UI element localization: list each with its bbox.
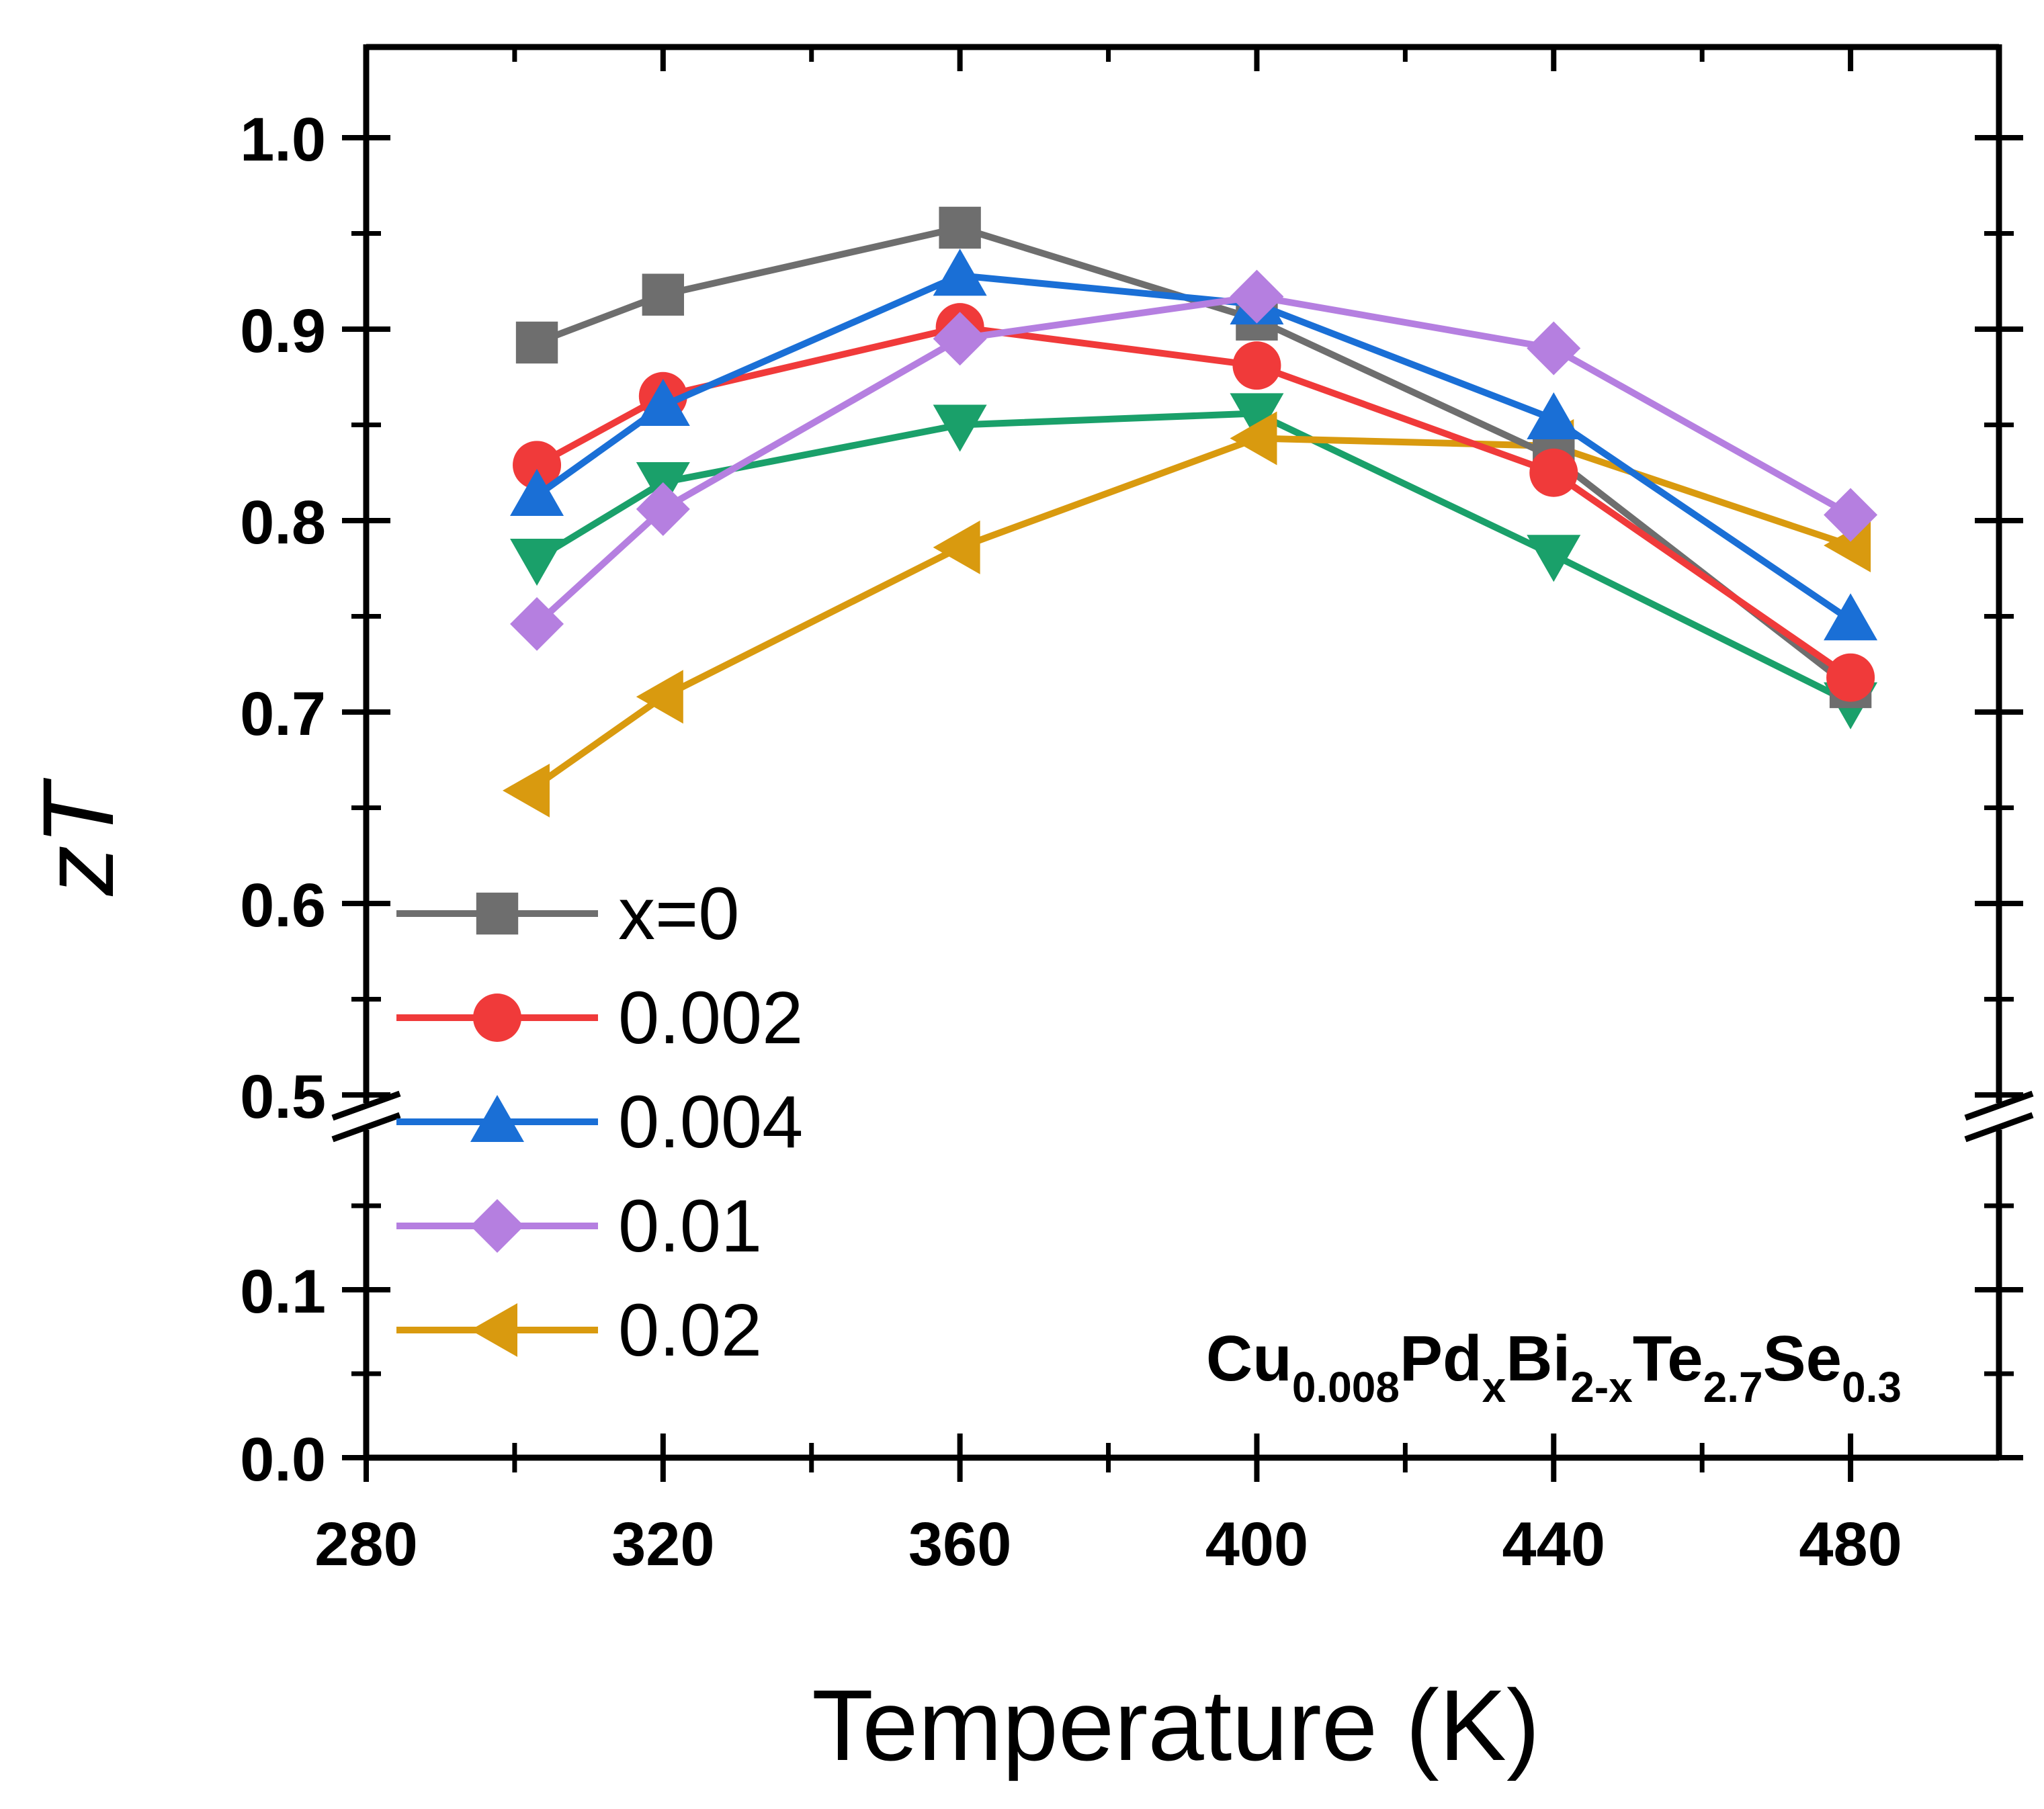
marker-diamond [470, 1199, 524, 1253]
formula-element: Cu [1206, 1323, 1292, 1395]
formula-subscript: 2-x [1570, 1363, 1633, 1411]
y-axis-title: zT [22, 777, 134, 896]
y-tick-label: 0.7 [240, 680, 326, 748]
series-line [535, 324, 1853, 680]
series-line [527, 435, 1852, 793]
marker-triangle-up [470, 1095, 524, 1142]
marker-triangle-down [510, 539, 564, 586]
marker-triangle-left [933, 520, 980, 574]
x-tick-label: 400 [1205, 1510, 1309, 1579]
x-tick-label: 360 [908, 1510, 1012, 1579]
marker-triangle-left [503, 763, 550, 818]
legend-label: 0.004 [618, 1081, 803, 1163]
series-line [535, 410, 1853, 706]
marker-diamond [1824, 488, 1878, 542]
y-tick-label: 0.5 [240, 1063, 326, 1131]
marker-triangle-up [636, 379, 690, 426]
marker-diamond [636, 482, 690, 536]
y-tick-label: 0.8 [240, 488, 326, 557]
marker-circle [1529, 448, 1578, 497]
marker-triangle-left [636, 670, 683, 724]
marker-triangle-up [1527, 392, 1581, 439]
formula-element: Bi [1506, 1323, 1570, 1395]
x-tick-label: 320 [611, 1510, 715, 1579]
y-tick-label: 0.9 [240, 297, 326, 365]
marker-diamond [1230, 269, 1284, 324]
marker-triangle-left [1230, 411, 1277, 466]
x-tick-label: 440 [1502, 1510, 1606, 1579]
formula-element: Se [1763, 1323, 1842, 1395]
legend-item: 0.02 [396, 1289, 762, 1372]
formula-element: Pd [1400, 1323, 1482, 1395]
marker-square [939, 206, 981, 249]
formula-element: Te [1633, 1323, 1703, 1395]
marker-triangle-down [1230, 393, 1284, 441]
series-0-002 [513, 303, 1875, 702]
formula-annotation: Cu0.008PdxBi2-xTe2.7Se0.3 [1206, 1323, 1902, 1411]
legend-item: x=0 [396, 873, 739, 955]
legend-item: 0.004 [396, 1081, 803, 1163]
marker-square [515, 321, 558, 364]
marker-triangle-up [1824, 593, 1878, 641]
formula-subscript: 0.008 [1292, 1363, 1400, 1411]
marker-square [476, 892, 519, 935]
plot-frame [331, 44, 2034, 1461]
marker-circle [1232, 341, 1281, 390]
axis-break-mark [331, 1112, 401, 1143]
x-axis-title: Temperature (K) [812, 1669, 1540, 1781]
series-line [536, 224, 1853, 690]
marker-diamond [1527, 321, 1581, 376]
legend-label: 0.01 [618, 1185, 762, 1268]
y-tick-label: 1.0 [240, 105, 326, 174]
series-0-01 [510, 269, 1878, 651]
marker-triangle-up [510, 468, 564, 516]
legend: x=0 0.002 0.004 0.01 0.02 [396, 873, 803, 1372]
marker-diamond [933, 312, 987, 366]
marker-triangle-up [933, 249, 987, 296]
marker-diamond [510, 597, 564, 651]
series-line [534, 293, 1853, 627]
series-unlabeled [510, 393, 1878, 730]
y-tick-label: 0.6 [240, 871, 326, 940]
axis-break-mark [1964, 1112, 2034, 1143]
x-tick-label: 480 [1799, 1510, 1902, 1579]
marker-triangle-down [933, 404, 987, 452]
formula-subscript: 0.3 [1842, 1363, 1902, 1411]
legend-label: x=0 [618, 873, 739, 955]
series-line [535, 272, 1853, 623]
legend-item: 0.002 [396, 977, 803, 1059]
formula-subscript: x [1482, 1363, 1506, 1411]
marker-triangle-down [1527, 535, 1581, 582]
marker-square [642, 273, 685, 316]
formula-subscript: 2.7 [1703, 1363, 1763, 1411]
axis-ticks: 280 320 360 400 440 480 0.0 0.1 0.5 0.6 0.7 0.8 0.9 1… [240, 47, 2023, 1579]
legend-item: 0.01 [396, 1185, 762, 1268]
marker-triangle-left [470, 1303, 517, 1357]
x-tick-label: 280 [314, 1510, 418, 1579]
y-tick-label: 0.0 [240, 1425, 326, 1494]
series-x-0 [515, 206, 1872, 709]
legend-label: 0.02 [618, 1289, 762, 1372]
data-series [503, 206, 1878, 818]
legend-label: 0.002 [618, 977, 803, 1059]
y-tick-label: 0.1 [240, 1258, 326, 1326]
marker-circle [1826, 653, 1875, 702]
marker-circle [473, 994, 521, 1042]
marker-circle [513, 441, 562, 490]
